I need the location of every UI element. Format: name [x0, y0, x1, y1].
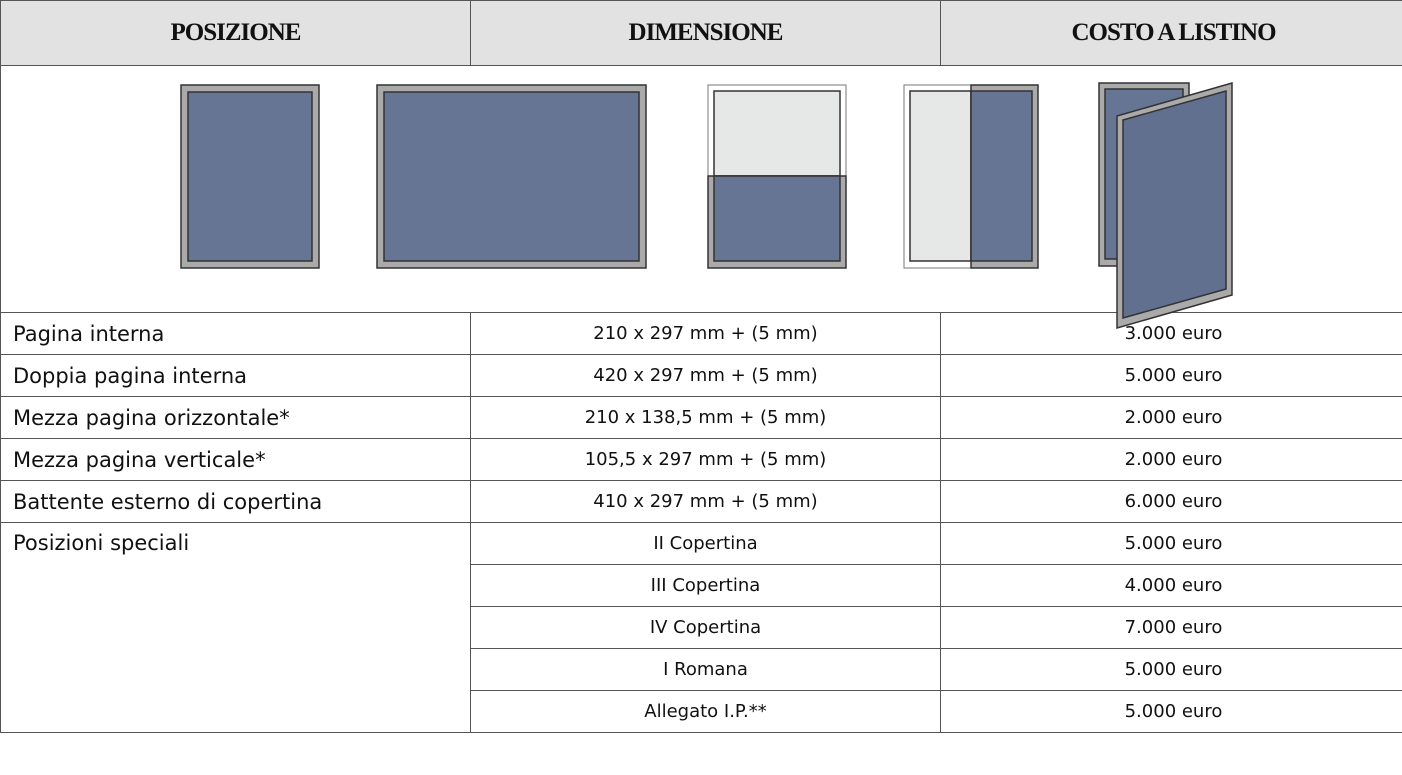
dimension-cell: 210 x 138,5 mm + (5 mm): [470, 396, 941, 439]
dimension-cell: 105,5 x 297 mm + (5 mm): [470, 438, 941, 481]
table-row: IV Copertina 7.000 euro: [1, 606, 1402, 649]
price-cell: 6.000 euro: [940, 480, 1402, 523]
table-row: Mezza pagina orizzontale* 210 x 138,5 mm …: [0, 396, 1402, 439]
table-row: Mezza pagina verticale* 105,5 x 297 mm + …: [0, 438, 1402, 481]
price-cell: 5.000 euro: [940, 522, 1402, 565]
dimension-cell: 420 x 297 mm + (5 mm): [470, 354, 941, 397]
table-row: I Romana 5.000 euro: [1, 648, 1402, 691]
price-cell: 5.000 euro: [940, 354, 1402, 397]
price-cell: 7.000 euro: [940, 606, 1402, 649]
table-row: Battente esterno di copertina 410 x 297 m…: [0, 480, 1402, 523]
header-row: POSIZIONE DIMENSIONE COSTO A LISTINO: [0, 0, 1402, 66]
dimension-cell: 410 x 297 mm + (5 mm): [470, 480, 941, 523]
column-header: POSIZIONE: [0, 0, 471, 66]
table-row: III Copertina 4.000 euro: [1, 564, 1402, 607]
price-cell: 3.000 euro: [940, 312, 1402, 355]
dimension-cell: II Copertina: [470, 522, 941, 565]
format-icons: [180, 82, 1233, 329]
position-cell: Mezza pagina verticale*: [0, 438, 471, 481]
icon-cell: [0, 65, 1402, 329]
price-cell: 4.000 euro: [940, 564, 1402, 607]
price-cell: 5.000 euro: [940, 648, 1402, 691]
dimension-cell: Allegato I.P.**: [470, 690, 941, 733]
dimension-cell: IV Copertina: [470, 606, 941, 649]
position-cell: Mezza pagina orizzontale*: [0, 396, 471, 439]
price-cell: 5.000 euro: [940, 690, 1402, 733]
position-cell: Doppia pagina interna: [0, 354, 471, 397]
column-header: COSTO A LISTINO: [940, 0, 1402, 66]
table-row: Posizioni speciali II Copertina 5.000 euro: [0, 522, 1402, 733]
dimension-cell: I Romana: [470, 648, 941, 691]
column-header: DIMENSIONE: [470, 0, 941, 66]
table-row: Allegato I.P.** 5.000 euro: [1, 690, 1402, 733]
dimension-cell: III Copertina: [470, 564, 941, 607]
position-cell: Posizioni speciali: [0, 522, 471, 733]
dimension-cell: 210 x 297 mm + (5 mm): [470, 312, 941, 355]
position-cell: Pagina interna: [0, 312, 471, 355]
table-row: Pagina interna 210 x 297 mm + (5 mm) 3.000…: [0, 312, 1402, 355]
icon-row: [0, 65, 1402, 329]
position-cell: Battente esterno di copertina: [0, 480, 471, 523]
table-row: Doppia pagina interna 420 x 297 mm + (5 m…: [0, 354, 1402, 397]
price-table: POSIZIONE DIMENSIONE COSTO A LISTINO Pag…: [0, 0, 1402, 733]
price-cell: 2.000 euro: [940, 396, 1402, 439]
price-cell: 2.000 euro: [940, 438, 1402, 481]
